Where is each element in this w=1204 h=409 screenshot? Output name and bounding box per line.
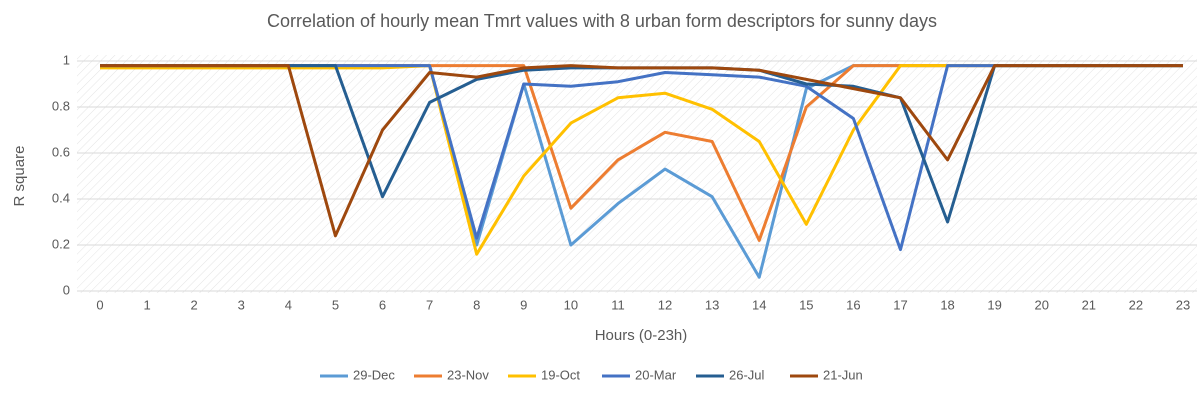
x-tick-label: 14: [752, 297, 766, 312]
y-tick-label: 0.2: [52, 236, 70, 251]
x-tick-label: 6: [379, 297, 386, 312]
x-tick-label: 4: [285, 297, 292, 312]
x-tick-label: 21: [1082, 297, 1096, 312]
x-tick-label: 8: [473, 297, 480, 312]
y-tick-label: 0.4: [52, 190, 70, 205]
series-line: [100, 64, 1183, 238]
x-tick-label: 11: [611, 297, 625, 312]
legend-label: 23-Nov: [447, 367, 489, 382]
x-tick-label: 10: [564, 297, 578, 312]
legend-label: 21-Jun: [823, 367, 863, 382]
x-tick-label: 22: [1129, 297, 1143, 312]
x-tick-label: 2: [191, 297, 198, 312]
legend-label: 20-Mar: [635, 367, 677, 382]
y-axis-title: R square: [11, 146, 28, 207]
x-tick-label: 16: [846, 297, 860, 312]
x-tick-label: 12: [658, 297, 672, 312]
x-tick-label: 9: [520, 297, 527, 312]
y-tick-label: 0: [63, 282, 70, 297]
x-tick-label: 18: [940, 297, 954, 312]
x-axis-title: Hours (0-23h): [595, 327, 688, 344]
y-tick-label: 0.6: [52, 144, 70, 159]
plot-background: [77, 55, 1197, 293]
y-tick-label: 1: [63, 52, 70, 67]
legend-label: 29-Dec: [353, 367, 395, 382]
x-tick-label: 1: [143, 297, 150, 312]
x-tick-label: 17: [893, 297, 907, 312]
x-tick-label: 0: [96, 297, 103, 312]
x-tick-label: 19: [987, 297, 1001, 312]
x-tick-label: 15: [799, 297, 813, 312]
chart-title: Correlation of hourly mean Tmrt values w…: [267, 11, 937, 31]
y-tick-label: 0.8: [52, 98, 70, 113]
x-tick-label: 3: [238, 297, 245, 312]
legend-label: 26-Jul: [729, 367, 765, 382]
x-tick-label: 23: [1176, 297, 1190, 312]
x-tick-label: 20: [1035, 297, 1049, 312]
x-tick-label: 5: [332, 297, 339, 312]
x-tick-label: 7: [426, 297, 433, 312]
legend-label: 19-Oct: [541, 367, 580, 382]
x-tick-label: 13: [705, 297, 719, 312]
